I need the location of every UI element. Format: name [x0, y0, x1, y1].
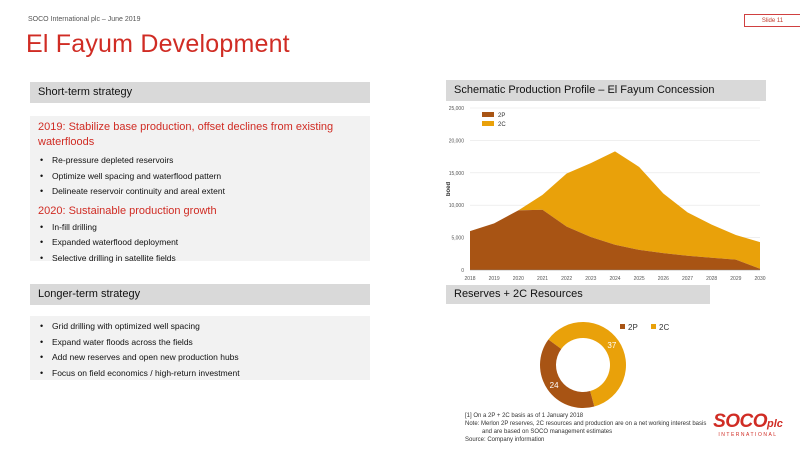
donut-value-label: 24	[550, 381, 559, 390]
production-profile-chart: 0 5,000 10,000 15,000 20,000 25,000 2018 2019 20…	[446, 106, 766, 282]
longer-term-strategy-heading: Longer-term strategy	[30, 284, 370, 305]
logo-wordmark: SOCO	[713, 411, 768, 432]
legend-label: 2P	[628, 323, 638, 332]
longer-term-strategy-panel: Grid drilling with optimized well spacin…	[30, 316, 370, 381]
reserves-heading: Reserves + 2C Resources	[446, 285, 710, 304]
y-tick-label: 5,000	[451, 236, 464, 242]
strategy-2019-title: 2019: Stabilize base production, offset …	[38, 121, 334, 148]
logo-suffix: plc	[767, 418, 783, 430]
x-tick-label: 2021	[537, 276, 548, 282]
short-term-strategy-heading: Short-term strategy	[30, 82, 370, 103]
list-item: Expanded waterflood deployment	[38, 235, 362, 251]
list-item: Delineate reservoir continuity and areal…	[38, 184, 362, 200]
y-axis-label: boed	[446, 182, 452, 197]
company-date-label: SOCO International plc – June 2019	[28, 16, 141, 23]
short-term-strategy-panel: 2019: Stabilize base production, offset …	[30, 116, 370, 266]
x-tick-label: 2026	[658, 276, 669, 282]
footnote-1: [1] On a 2P + 2C basis as of 1 January 2…	[465, 413, 584, 419]
y-tick-label: 20,000	[449, 138, 465, 144]
slide-number-tab: Slide 11	[744, 14, 800, 27]
legend-label: 2P	[498, 113, 505, 119]
series-2c-area	[470, 151, 760, 269]
production-profile-heading: Schematic Production Profile – El Fayum …	[446, 80, 766, 101]
y-tick-label: 25,000	[449, 106, 465, 112]
series-2p-area	[470, 209, 760, 270]
x-tick-label: 2027	[682, 276, 693, 282]
legend-label: 2C	[498, 122, 506, 128]
soco-logo: SOCOplc INTERNATIONAL	[704, 411, 792, 438]
x-tick-label: 2018	[464, 276, 475, 282]
x-tick-label: 2025	[634, 276, 645, 282]
x-tick-label: 2023	[585, 276, 596, 282]
legend-swatch	[651, 324, 656, 329]
footnote-note-continued: and are based on SOCO management estimat…	[482, 429, 613, 435]
x-tick-label: 2030	[754, 276, 765, 282]
list-item: Expand water floods across the fields	[38, 335, 362, 351]
y-tick-label: 10,000	[449, 203, 465, 209]
y-tick-label: 0	[461, 268, 464, 274]
donut-slice-2c	[548, 322, 626, 407]
x-tick-label: 2028	[706, 276, 717, 282]
x-tick-label: 2022	[561, 276, 572, 282]
footnote-source: Source: Company information	[465, 437, 545, 443]
list-item: Optimize well spacing and waterflood pat…	[38, 169, 362, 185]
donut-slice-2p	[540, 339, 595, 408]
y-tick-label: 15,000	[449, 171, 465, 177]
list-item: Selective drilling in satellite fields	[38, 251, 362, 267]
longer-term-list: Grid drilling with optimized well spacin…	[30, 316, 370, 381]
list-item: Focus on field economics / high-return i…	[38, 366, 362, 382]
x-tick-label: 2019	[489, 276, 500, 282]
list-item: In-fill drilling	[38, 220, 362, 236]
legend-swatch	[482, 112, 494, 117]
donut-value-label: 37	[607, 341, 616, 350]
list-item: Re-pressure depleted reservoirs	[38, 153, 362, 169]
list-item: Grid drilling with optimized well spacin…	[38, 319, 362, 335]
legend-swatch	[620, 324, 625, 329]
strategy-2020-list: In-fill drilling Expanded waterflood dep…	[38, 220, 362, 267]
page-title: El Fayum Development	[26, 30, 290, 58]
footnotes: [1] On a 2P + 2C basis as of 1 January 2…	[465, 412, 706, 444]
strategy-2019-list: Re-pressure depleted reservoirs Optimize…	[38, 153, 362, 200]
footnote-note: Note: Merlon 2P reserves, 2C resources a…	[465, 421, 707, 427]
strategy-2020-title: 2020: Sustainable production growth	[38, 204, 217, 217]
x-tick-label: 2024	[609, 276, 620, 282]
reserves-donut-chart: 37 24 2P 2C	[540, 322, 669, 408]
list-item: Add new reserves and open new production…	[38, 350, 362, 366]
legend-swatch	[482, 121, 494, 126]
legend-label: 2C	[659, 323, 669, 332]
x-tick-label: 2029	[730, 276, 741, 282]
x-tick-label: 2020	[513, 276, 524, 282]
logo-subtitle: INTERNATIONAL	[718, 432, 778, 438]
